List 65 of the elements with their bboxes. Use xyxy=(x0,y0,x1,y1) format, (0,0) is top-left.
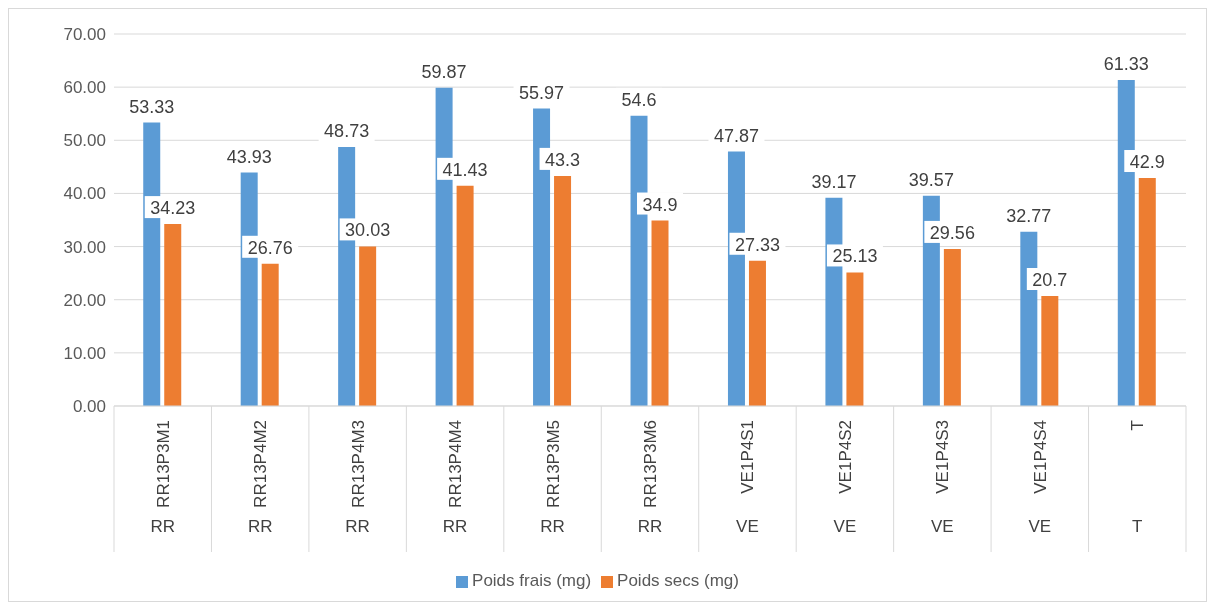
x-tick-label: RR13P3M1 xyxy=(153,420,173,508)
x-tick-label: RR13P3M5 xyxy=(543,420,563,508)
data-label: 34.9 xyxy=(642,194,678,215)
bar xyxy=(261,263,279,406)
x-tick-label: RR13P4M3 xyxy=(348,420,368,508)
data-label: 39.17 xyxy=(811,171,857,192)
x-tick-label: RR13P4M4 xyxy=(446,420,466,508)
x-tick-label: RR13P4M2 xyxy=(251,420,271,508)
x-tick-label: RR13P3M6 xyxy=(641,420,660,508)
data-label: 30.03 xyxy=(345,220,391,241)
text: RR xyxy=(247,517,273,536)
x-tick-label: VE1P4S3 xyxy=(933,420,953,494)
data-label: 48.73 xyxy=(324,121,370,142)
bar xyxy=(1138,178,1156,406)
data-label: 61.33 xyxy=(1103,54,1149,75)
bar xyxy=(748,260,766,406)
y-tick-label: 70.00 xyxy=(63,25,106,45)
data-label: 29.56 xyxy=(929,222,975,243)
text: RR xyxy=(540,517,565,536)
text: VE xyxy=(833,517,857,536)
x-tick-label: VE1P4S2 xyxy=(835,420,855,494)
bar xyxy=(1041,295,1059,406)
y-tick-label: 60.00 xyxy=(63,78,106,98)
data-label: 27.33 xyxy=(734,234,780,255)
data-label: 43.93 xyxy=(226,146,272,167)
data-label: 25.13 xyxy=(832,246,878,267)
data-label: 53.33 xyxy=(129,96,175,117)
x-tick-label: T xyxy=(1128,420,1148,431)
legend-label: Poids secs (mg) xyxy=(617,571,739,590)
data-label: 32.77 xyxy=(1006,205,1052,226)
data-label: 20.7 xyxy=(1032,269,1068,290)
bar xyxy=(651,220,669,406)
data-label: 42.9 xyxy=(1129,152,1165,173)
text: RR xyxy=(637,517,663,536)
y-tick-label: 50.00 xyxy=(63,131,106,151)
legend-label: Poids frais (mg) xyxy=(472,571,592,590)
y-tick-label: 0.00 xyxy=(72,397,106,417)
text: RR xyxy=(442,517,468,536)
data-label: 26.76 xyxy=(247,237,293,258)
data-label: 43.3 xyxy=(545,149,581,170)
data-label: 41.43 xyxy=(442,159,488,180)
data-label: 47.87 xyxy=(713,125,759,146)
bar xyxy=(359,246,377,406)
data-label: 39.57 xyxy=(908,169,954,190)
data-label: 34.23 xyxy=(150,198,196,219)
y-tick-label: 30.00 xyxy=(63,237,106,257)
bar xyxy=(456,185,474,406)
data-label: 54.6 xyxy=(621,89,657,110)
text: VE xyxy=(931,517,954,536)
bar xyxy=(846,272,864,406)
text: RR xyxy=(345,517,370,536)
bar xyxy=(554,175,572,406)
bar xyxy=(164,224,182,406)
bar xyxy=(943,248,961,406)
x-tick-label: VE1P4S4 xyxy=(1030,420,1050,494)
y-tick-label: 40.00 xyxy=(63,184,106,204)
text: VE xyxy=(1028,517,1052,536)
text: RR xyxy=(150,517,176,536)
y-tick-label: 10.00 xyxy=(63,343,106,363)
data-label: 55.97 xyxy=(519,82,565,103)
x-tick-label: VE1P4S1 xyxy=(738,420,758,494)
data-label: 59.87 xyxy=(421,61,467,82)
text: T xyxy=(1132,517,1143,536)
y-tick-label: 20.00 xyxy=(63,290,106,310)
text: VE xyxy=(736,517,759,536)
